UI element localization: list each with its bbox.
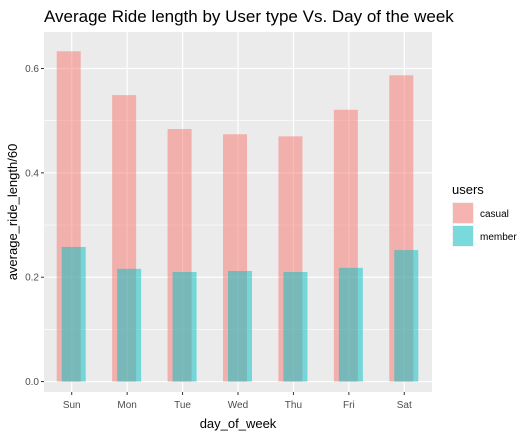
bars — [56, 51, 419, 382]
legend-items: casual member — [452, 202, 517, 247]
y-axis-label: average_ride_length/60 — [5, 144, 20, 281]
x-tick-label: Sat — [397, 400, 412, 411]
y-tick-label: 0.2 — [25, 273, 39, 284]
x-tick-label: Fri — [343, 400, 355, 411]
y-axis: 0.0 0.2 0.4 0.6 — [25, 64, 44, 388]
x-tick-label: Wed — [228, 400, 248, 411]
bar-member-fri — [338, 267, 363, 382]
x-tick-label: Mon — [117, 400, 136, 411]
legend-label-member: member — [480, 232, 517, 243]
legend-label-casual: casual — [480, 209, 509, 220]
bar-member-thu — [283, 272, 308, 382]
bar-member-sat — [394, 250, 419, 382]
x-tick-label: Sun — [63, 400, 81, 411]
bar-member-wed — [228, 270, 252, 382]
legend-title: users — [452, 182, 484, 197]
chart-title: Average Ride length by User type Vs. Day… — [44, 7, 454, 26]
legend: users casual member — [452, 182, 517, 247]
y-tick-label: 0.4 — [25, 168, 39, 179]
x-tick-label: Thu — [285, 400, 302, 411]
legend-swatch-casual — [453, 203, 473, 223]
y-tick-label: 0.6 — [25, 64, 39, 75]
x-axis: Sun Mon Tue Wed Thu Fri Sat — [63, 392, 412, 411]
bar-member-tue — [172, 272, 197, 382]
bar-member-mon — [117, 268, 142, 382]
legend-swatch-member — [453, 226, 473, 246]
x-tick-label: Tue — [174, 400, 191, 411]
y-tick-label: 0.0 — [25, 377, 39, 388]
x-axis-label: day_of_week — [200, 416, 277, 431]
bar-member-sun — [61, 246, 86, 382]
